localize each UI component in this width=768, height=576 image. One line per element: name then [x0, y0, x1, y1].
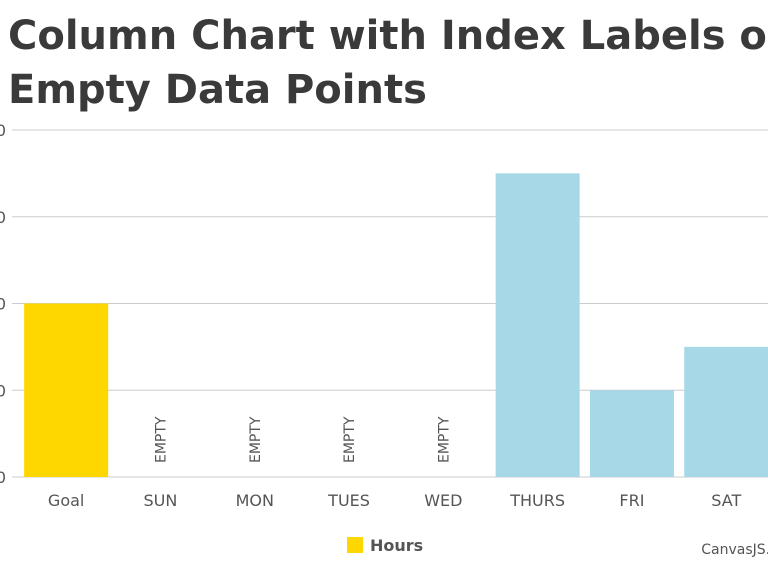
y-tick-label: 80	[0, 121, 6, 140]
credit: CanvasJS.com	[701, 542, 768, 558]
bar	[495, 173, 580, 477]
index-label: EMPTY	[342, 416, 358, 463]
x-tick-label: FRI	[619, 491, 644, 510]
bar	[589, 390, 674, 477]
legend-marker	[347, 537, 363, 553]
x-tick-label: SAT	[711, 491, 741, 510]
legend-label: Hours	[370, 536, 423, 555]
chart-title: Empty Data Points	[8, 67, 427, 113]
index-label: EMPTY	[436, 416, 452, 463]
x-tick-label: SUN	[144, 491, 178, 510]
chart-title: Column Chart with Index Labels on	[8, 13, 768, 59]
x-tick-label: WED	[424, 491, 462, 510]
index-label: EMPTY	[153, 416, 169, 463]
index-label: EMPTY	[248, 416, 264, 463]
y-tick-label: 20	[0, 381, 6, 400]
bar	[24, 303, 109, 477]
x-tick-label: TUES	[327, 491, 370, 510]
x-tick-label: MON	[236, 491, 274, 510]
y-tick-label: 40	[0, 295, 6, 314]
bar	[684, 346, 768, 477]
y-tick-label: 60	[0, 208, 6, 227]
y-tick-label: 0	[0, 468, 6, 487]
x-tick-label: THURS	[509, 491, 565, 510]
x-tick-label: Goal	[48, 491, 84, 510]
